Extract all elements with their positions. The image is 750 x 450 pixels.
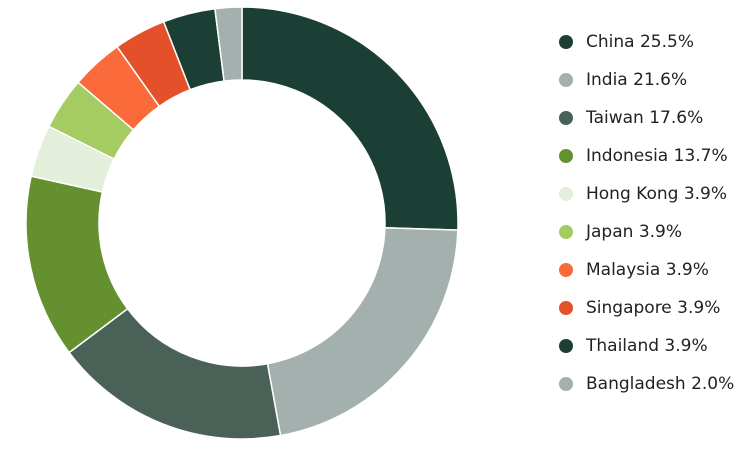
legend-value: 2.0% bbox=[691, 374, 734, 394]
legend-marker bbox=[559, 187, 573, 201]
legend-label: Indonesia 13.7% bbox=[586, 146, 728, 166]
legend-value: 25.5% bbox=[640, 32, 694, 52]
legend-marker bbox=[559, 149, 573, 163]
legend-marker bbox=[559, 301, 573, 315]
legend-name: Japan bbox=[585, 222, 633, 242]
slice bbox=[214, 6, 243, 82]
legend-name: China bbox=[586, 32, 635, 52]
legend-label: Japan 3.9% bbox=[585, 222, 682, 242]
legend-name: Bangladesh bbox=[586, 374, 686, 394]
legend-marker bbox=[559, 111, 573, 125]
slice bbox=[241, 6, 459, 231]
legend-name: Malaysia bbox=[586, 260, 660, 280]
legend-value: 21.6% bbox=[633, 70, 687, 90]
legend-value: 3.9% bbox=[639, 222, 682, 242]
legend-name: Hong Kong bbox=[586, 184, 678, 204]
legend-value: 3.9% bbox=[684, 184, 727, 204]
legend-label: Malaysia 3.9% bbox=[586, 260, 709, 280]
legend-marker bbox=[559, 377, 573, 391]
legend-label: China 25.5% bbox=[586, 32, 694, 52]
legend-marker bbox=[559, 225, 573, 239]
legend-marker bbox=[559, 73, 573, 87]
legend-label: Taiwan 17.6% bbox=[585, 108, 703, 128]
legend-name: Indonesia bbox=[586, 146, 668, 166]
slice bbox=[266, 226, 459, 437]
legend-name: India bbox=[586, 70, 628, 90]
legend-label: Hong Kong 3.9% bbox=[586, 184, 727, 204]
legend-value: 3.9% bbox=[666, 260, 709, 280]
legend-name: Thailand bbox=[585, 336, 659, 356]
legend-label: Bangladesh 2.0% bbox=[586, 374, 734, 394]
legend-name: Taiwan bbox=[585, 108, 644, 128]
legend-value: 17.6% bbox=[649, 108, 703, 128]
legend-name: Singapore bbox=[586, 298, 672, 318]
legend-marker bbox=[559, 263, 573, 277]
legend-marker bbox=[559, 339, 573, 353]
legend-marker bbox=[559, 35, 573, 49]
legend-label: India 21.6% bbox=[586, 70, 687, 90]
legend-label: Singapore 3.9% bbox=[586, 298, 720, 318]
legend-label: Thailand 3.9% bbox=[585, 336, 708, 356]
legend-value: 3.9% bbox=[664, 336, 707, 356]
legend-value: 3.9% bbox=[677, 298, 720, 318]
legend-value: 13.7% bbox=[674, 146, 728, 166]
